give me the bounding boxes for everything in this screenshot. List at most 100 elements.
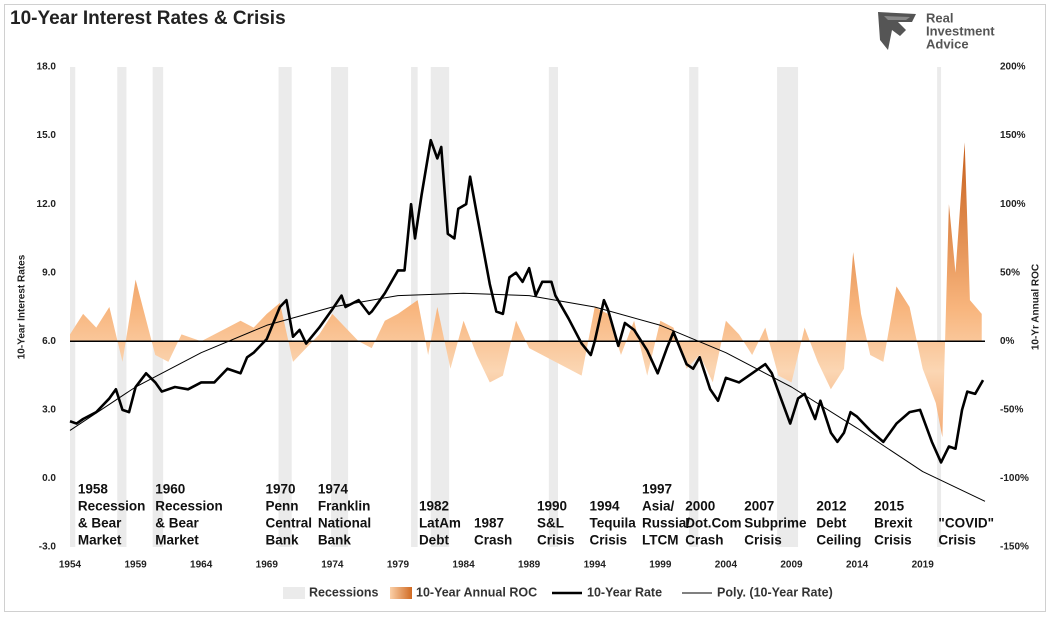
annotation: 1960: [155, 482, 185, 497]
annotation: "COVID": [938, 516, 994, 531]
x-tick-label: 1989: [518, 560, 541, 571]
x-tick-label: 1969: [256, 560, 279, 571]
annotation: 2007: [744, 499, 774, 514]
y-tick-label: 6.0: [42, 336, 56, 347]
annotation: Market: [78, 533, 122, 548]
y2-tick-label: 0%: [1000, 336, 1015, 347]
logo-text: Advice: [926, 36, 969, 51]
annotation: Dot.Com: [685, 516, 741, 531]
y-tick-label: 3.0: [42, 404, 56, 415]
annotation: & Bear: [78, 516, 122, 531]
annotation: Bank: [265, 533, 299, 548]
y2-tick-label: 50%: [1000, 267, 1020, 278]
legend-label: Recessions: [309, 585, 379, 599]
x-tick-label: 1954: [59, 560, 82, 571]
annotation: 1982: [419, 499, 449, 514]
annotation: 1958: [78, 482, 109, 497]
annotation: Crisis: [589, 533, 627, 548]
annotation: Tequila: [589, 516, 636, 531]
annotation: Asia/: [642, 499, 675, 514]
annotation: Crisis: [938, 533, 976, 548]
recession-band: [117, 67, 127, 547]
annotation: 1974: [318, 482, 349, 497]
frame: [4, 4, 1046, 612]
logo-text: Investment: [926, 23, 995, 38]
y-tick-label: -3.0: [39, 542, 57, 553]
annotation: 1987: [474, 516, 504, 531]
annotation: Market: [155, 533, 199, 548]
annotation: Brexit: [874, 516, 913, 531]
annotation: Debt: [816, 516, 847, 531]
x-tick-label: 2019: [912, 560, 935, 571]
y2-tick-label: 200%: [1000, 62, 1026, 73]
annotation: LatAm: [419, 516, 461, 531]
annotation: Ceiling: [816, 533, 861, 548]
annotation: Crisis: [537, 533, 575, 548]
legend-swatch: [390, 587, 412, 599]
annotation: 2012: [816, 499, 846, 514]
annotation: Penn: [265, 499, 298, 514]
y-tick-label: 0.0: [42, 473, 56, 484]
annotation: 1997: [642, 482, 672, 497]
x-tick-label: 1959: [124, 560, 147, 571]
annotation: Debt: [419, 533, 450, 548]
recession-band: [278, 67, 292, 547]
annotation: 1994: [589, 499, 620, 514]
legend-swatch: [283, 587, 305, 599]
x-tick-label: 1979: [387, 560, 410, 571]
annotation: Franklin: [318, 499, 371, 514]
x-tick-label: 1984: [452, 560, 475, 571]
x-tick-label: 1994: [584, 560, 607, 571]
annotation: Crash: [474, 533, 512, 548]
x-tick-label: 1974: [321, 560, 344, 571]
y-axis-label: 10-Year Interest Rates: [17, 254, 28, 359]
annotation: Recession: [78, 499, 146, 514]
recession-band: [152, 67, 164, 547]
annotation: 1990: [537, 499, 567, 514]
annotation: S&L: [537, 516, 564, 531]
annotation: Crisis: [874, 533, 912, 548]
x-tick-label: 2009: [780, 560, 803, 571]
y-tick-label: 12.0: [37, 199, 57, 210]
recession-band: [331, 67, 349, 547]
recession-band: [937, 67, 942, 547]
annotation: 2000: [685, 499, 715, 514]
legend-label: Poly. (10-Year Rate): [717, 585, 833, 599]
legend-label: 10-Year Annual ROC: [416, 585, 537, 599]
recession-band: [689, 67, 699, 547]
annotation: LTCM: [642, 533, 679, 548]
y-tick-label: 15.0: [37, 130, 57, 141]
legend-label: 10-Year Rate: [587, 585, 662, 599]
annotation: Crash: [685, 533, 723, 548]
rate-line: [69, 138, 985, 464]
annotation: Recession: [155, 499, 223, 514]
annotation: Central: [265, 516, 312, 531]
annotation: 1970: [265, 482, 295, 497]
x-tick-label: 1964: [190, 560, 213, 571]
chart-title: 10-Year Interest Rates & Crisis: [10, 8, 286, 29]
recession-band: [777, 67, 799, 547]
rate-line: [69, 292, 986, 502]
y2-tick-label: -150%: [1000, 542, 1029, 553]
y2-tick-label: -100%: [1000, 473, 1029, 484]
x-tick-label: 2014: [846, 560, 869, 571]
recession-band: [430, 67, 450, 547]
x-tick-label: 2004: [715, 560, 738, 571]
x-tick-label: 1999: [649, 560, 672, 571]
annotation: Bank: [318, 533, 352, 548]
logo-icon: [878, 12, 916, 50]
y2-tick-label: 100%: [1000, 199, 1026, 210]
logo-text: Real: [926, 10, 953, 25]
y-tick-label: 18.0: [37, 62, 57, 73]
annotation: Russia/: [642, 516, 690, 531]
recession-band: [548, 67, 558, 547]
y2-tick-label: 150%: [1000, 130, 1026, 141]
annotation: National: [318, 516, 371, 531]
recession-band: [70, 67, 76, 547]
annotation: Crisis: [744, 533, 782, 548]
annotation: 2015: [874, 499, 905, 514]
y-tick-label: 9.0: [42, 267, 56, 278]
y2-axis-label: 10-Yr Annual ROC: [1031, 264, 1042, 350]
y2-tick-label: -50%: [1000, 404, 1023, 415]
